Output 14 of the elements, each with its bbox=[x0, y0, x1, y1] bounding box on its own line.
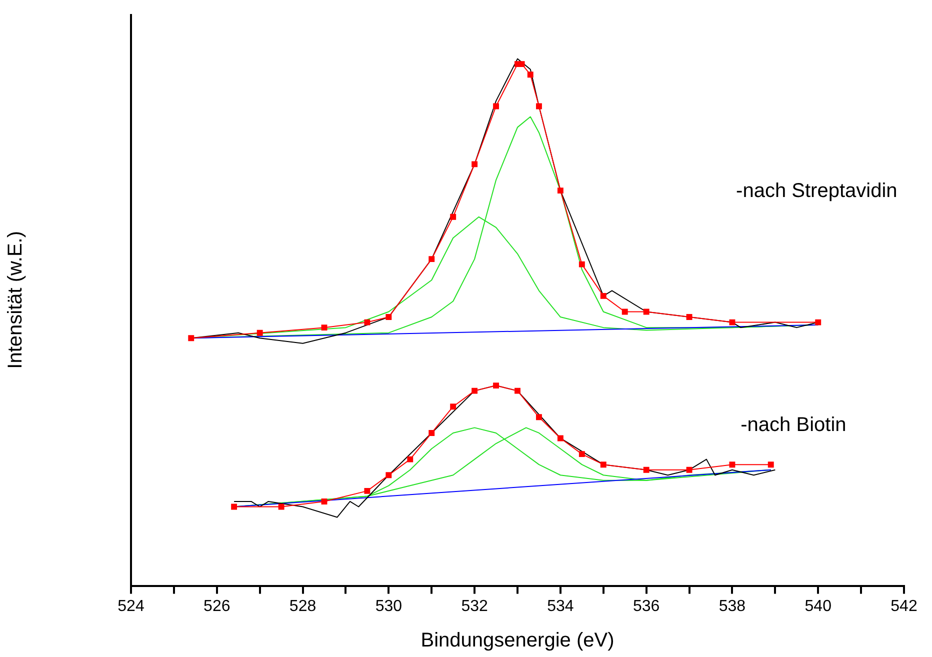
x-tick-label: 536 bbox=[632, 598, 660, 615]
x-tick-label: 538 bbox=[718, 598, 746, 615]
x-tick-label: 540 bbox=[804, 598, 832, 615]
x-axis-title: Bindungsenergie (eV) bbox=[420, 630, 614, 652]
x-tick-label: 524 bbox=[118, 598, 144, 615]
annotation: -nach Streptavidin bbox=[736, 180, 898, 202]
annotation: -nach Biotin bbox=[740, 414, 846, 436]
x-tick-label: 534 bbox=[547, 598, 574, 615]
x-tick-label: 530 bbox=[375, 598, 402, 615]
x-tick-label: 528 bbox=[289, 598, 316, 615]
x-tick-label: 526 bbox=[204, 598, 230, 615]
x-tick-label: 542 bbox=[890, 598, 918, 615]
y-axis-title: Intensität (w.E.) bbox=[4, 230, 27, 369]
x-tick-label: 532 bbox=[461, 598, 488, 615]
